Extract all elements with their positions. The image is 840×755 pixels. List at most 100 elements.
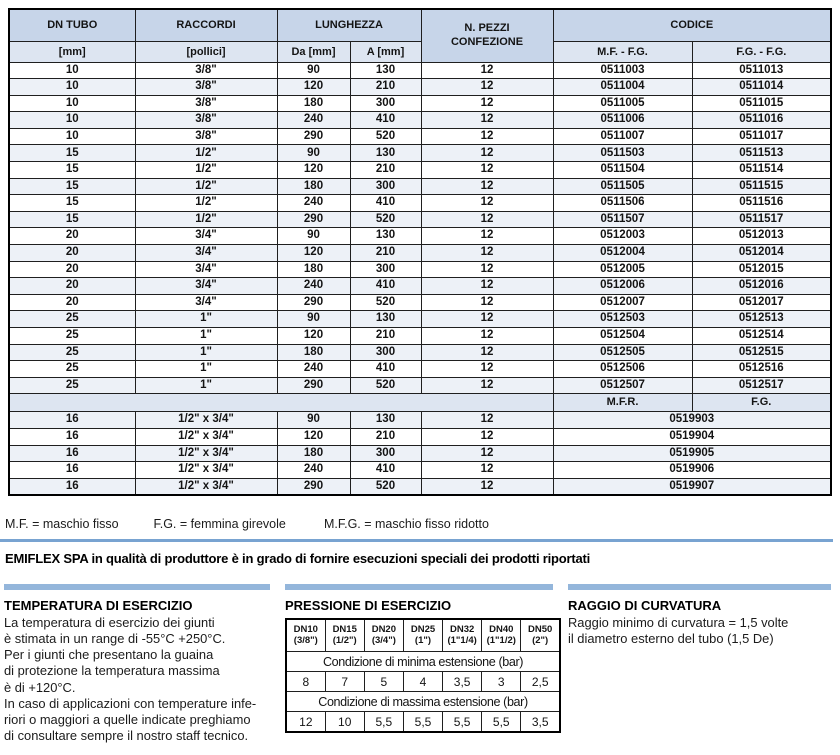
cell: 12: [420, 411, 554, 429]
table-row: 16 1/2" x 3/4" 240 410 12 0519906: [8, 461, 832, 479]
max-value-cell: 5,5: [402, 711, 444, 733]
cell: 12: [420, 310, 554, 328]
cell: 0511504: [552, 161, 693, 179]
cell: 0511505: [552, 177, 693, 196]
cell: 120: [276, 78, 351, 96]
col-lunghezza-da: Da [mm]: [276, 40, 351, 63]
pezzi-line1: N. PEZZI: [464, 22, 510, 34]
col-raccordi: RACCORDI: [134, 8, 278, 42]
cell: 520: [349, 127, 422, 146]
cell: 10: [8, 111, 136, 129]
divider-fg-label: F.G.: [691, 393, 832, 413]
cell: 0511005: [552, 94, 693, 113]
max-value-cell: 10: [324, 711, 365, 733]
pressure-table: DN10 (3/8") DN15 (1/2") DN20 (3/4") DN25 (1") DN…: [285, 617, 561, 733]
cell: 0511015: [691, 94, 832, 113]
cell: 0512516: [691, 360, 832, 378]
cell: 0511507: [552, 210, 693, 229]
temperatura-title: TEMPERATURA DI ESERCIZIO: [4, 597, 193, 613]
cell: 0512005: [552, 260, 693, 279]
table-row: 20 3/4" 240 410 12 0512006 0512016: [8, 277, 832, 295]
cell: 25: [8, 343, 136, 362]
cell: 0512017: [691, 293, 832, 312]
section-bar: [4, 583, 270, 590]
cell: 16: [8, 427, 136, 446]
cell: 1/2": [134, 144, 278, 163]
cell: 210: [349, 427, 422, 446]
cell: 1/2" x 3/4": [134, 477, 278, 496]
cell: 0511513: [691, 144, 832, 163]
min-value-cell: 8: [285, 671, 326, 693]
max-value-cell: 3,5: [520, 711, 561, 733]
table-row: 20 3/4" 180 300 12 0512005 0512015: [8, 260, 832, 279]
table-row: 25 1" 120 210 12 0512504 0512514: [8, 327, 832, 345]
cell: 1/2": [134, 210, 278, 229]
legend-mf: M.F. = maschio fisso: [5, 516, 119, 531]
cell: 3/4": [134, 293, 278, 312]
table-row: 10 3/8" 90 130 12 0511003 0511013: [8, 61, 832, 80]
cell: 0512003: [552, 227, 693, 246]
cell: 1": [134, 327, 278, 345]
min-value-cell: 7: [324, 671, 365, 693]
cell: 0511016: [691, 111, 832, 129]
cell: 12: [420, 210, 554, 229]
cell: 120: [276, 244, 351, 262]
producer-notice: EMIFLEX SPA in qualità di produttore è i…: [5, 550, 591, 566]
cell: 210: [349, 78, 422, 96]
cell: 15: [8, 161, 136, 179]
col-dn-unit: [mm]: [8, 40, 136, 63]
legend-fg: F.G. = femmina girevole: [153, 516, 286, 531]
cell: 12: [420, 177, 554, 196]
cell: 520: [349, 293, 422, 312]
cell: 120: [276, 161, 351, 179]
cell: 1/2" x 3/4": [134, 427, 278, 446]
cell: 25: [8, 310, 136, 328]
cell: 16: [8, 477, 136, 496]
cell: 20: [8, 260, 136, 279]
cell: 0512004: [552, 244, 693, 262]
product-table-header: DN TUBO RACCORDI LUNGHEZZA N. PEZZI CONF…: [8, 8, 832, 63]
cell: 0512506: [552, 360, 693, 378]
min-value-cell: 4: [402, 671, 444, 693]
cell: 16: [8, 444, 136, 463]
cell: 240: [276, 277, 351, 295]
col-codice: CODICE: [552, 8, 832, 42]
cell: 3/4": [134, 277, 278, 295]
table-row: 10 3/8" 180 300 12 0511005 0511015: [8, 94, 832, 113]
raggio-title: RAGGIO DI CURVATURA: [568, 597, 722, 613]
cell: 20: [8, 244, 136, 262]
cell: 180: [276, 343, 351, 362]
table-row: 25 1" 180 300 12 0512505 0512515: [8, 343, 832, 362]
cell: 0511506: [552, 194, 693, 212]
cell: 1": [134, 343, 278, 362]
cell: 12: [420, 277, 554, 295]
max-condition-label: Condizione di massima estensione (bar): [285, 691, 561, 713]
cell: 290: [276, 210, 351, 229]
min-value-cell: 3: [481, 671, 522, 693]
cell: 90: [276, 310, 351, 328]
product-table: DN TUBO RACCORDI LUNGHEZZA N. PEZZI CONF…: [8, 8, 833, 496]
cell: 520: [349, 376, 422, 395]
col-n-pezzi-confezione: N. PEZZI CONFEZIONE: [420, 8, 554, 63]
cell: 0512513: [691, 310, 832, 328]
cell: 0511013: [691, 61, 832, 80]
cell: 0511004: [552, 78, 693, 96]
cell: 1/2": [134, 177, 278, 196]
cell: 90: [276, 227, 351, 246]
cell: 130: [349, 411, 422, 429]
cell: 240: [276, 111, 351, 129]
cell: 1/2" x 3/4": [134, 461, 278, 479]
cell: 12: [420, 111, 554, 129]
col-lunghezza-a: A [mm]: [349, 40, 422, 63]
cell: 3/8": [134, 78, 278, 96]
cell: 10: [8, 61, 136, 80]
cell: 0512507: [552, 376, 693, 395]
cell: 0512014: [691, 244, 832, 262]
cell: 0512503: [552, 310, 693, 328]
table-row: 10 3/8" 290 520 12 0511007 0511017: [8, 127, 832, 146]
code-cell: 0519904: [552, 427, 832, 446]
table-row: 10 3/8" 240 410 12 0511006 0511016: [8, 111, 832, 129]
table-row: 16 1/2" x 3/4" 120 210 12 0519904: [8, 427, 832, 446]
dn-header-cell: DN25 (1"): [402, 618, 444, 653]
max-value-cell: 12: [285, 711, 326, 733]
